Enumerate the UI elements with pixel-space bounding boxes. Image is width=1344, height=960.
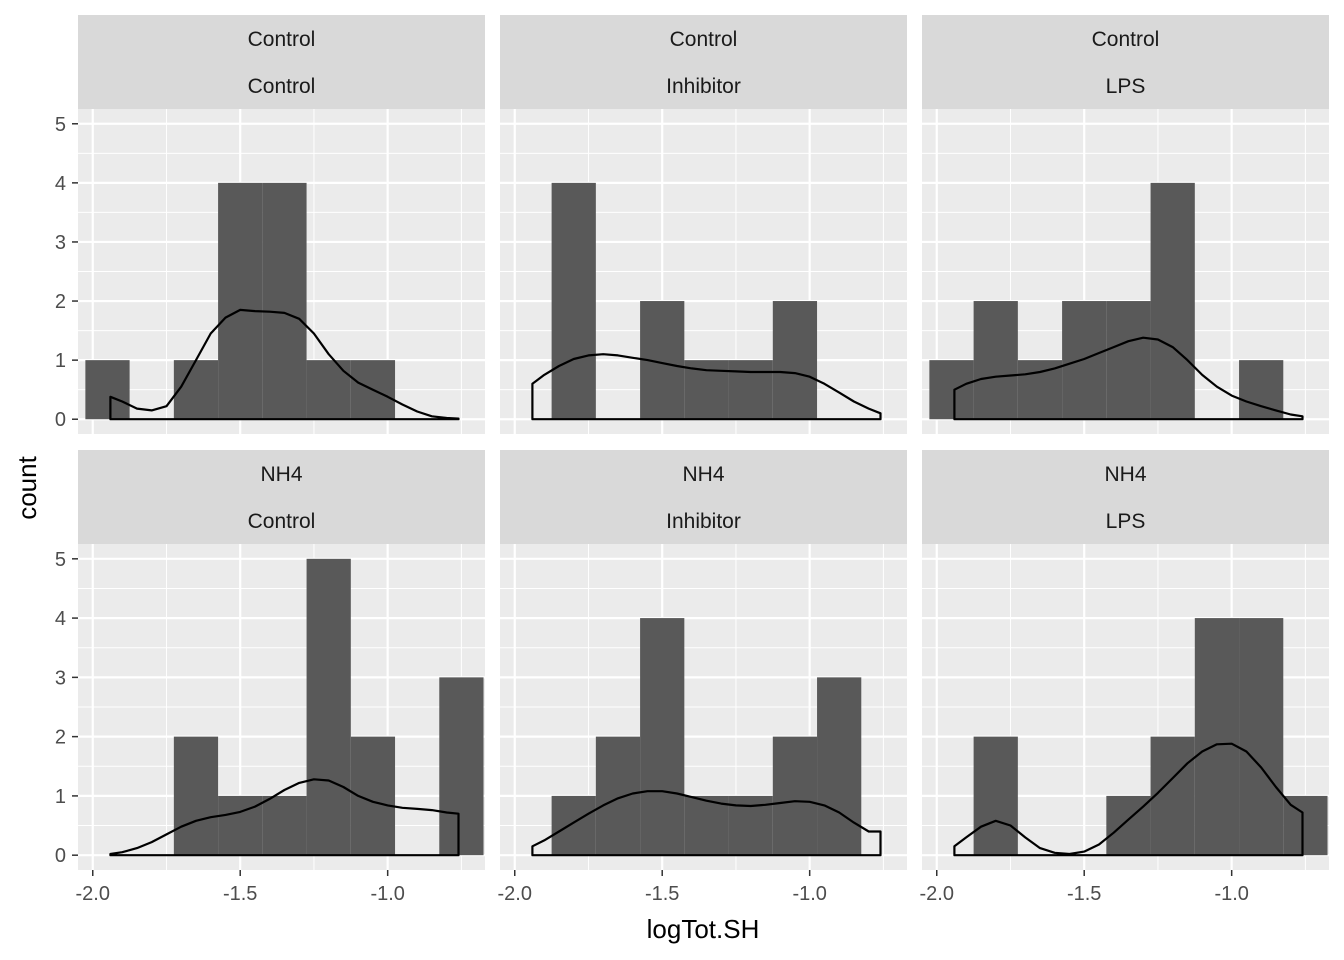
x-tick-label: -1.0	[370, 883, 404, 905]
facet-panel: Control LPS	[922, 15, 1329, 434]
y-tick-label: 2	[55, 291, 66, 313]
y-tick-label: 3	[55, 667, 66, 689]
strip-label-col-factor: LPS	[1106, 75, 1146, 98]
histogram-bar	[929, 360, 974, 420]
x-tick-label: -2.0	[498, 883, 532, 905]
y-tick-label: 5	[55, 549, 66, 571]
strip-label-col-factor: Control	[248, 75, 316, 98]
histogram-bar	[218, 182, 263, 420]
histogram-bar	[262, 182, 307, 420]
facet-panel: Control Control	[78, 15, 485, 434]
histogram-bar	[973, 736, 1018, 856]
histogram-bar	[595, 736, 641, 856]
histogram-bar	[551, 182, 596, 420]
strip-background	[500, 450, 907, 544]
y-tick-label: 0	[55, 845, 66, 867]
panels-layer: Control Control Control Inhibitor Control LPS…	[78, 15, 1329, 870]
density-curve	[109, 308, 460, 421]
facet-panel: NH4 LPS	[922, 450, 1329, 870]
histogram-bar	[973, 301, 1018, 420]
strip-label-row-factor: NH4	[260, 463, 302, 486]
histogram-bar	[85, 360, 130, 420]
density-curve	[953, 336, 1304, 421]
x-tick-label: -1.5	[1067, 883, 1101, 905]
x-axis-title: logTot.SH	[647, 914, 760, 944]
strip-label-col-factor: LPS	[1106, 510, 1146, 533]
y-tick-label: 4	[55, 608, 66, 630]
strip-background	[922, 15, 1329, 109]
histogram-bar	[817, 677, 862, 856]
axes-layer: 0 1 2 3 4 5 0 1 2 3 4 5 -2.0 -1.5 -1.0 -2.0 -1.5 -1.0 -2.0…	[55, 114, 1249, 905]
facet-panel: NH4 Control	[78, 450, 485, 870]
density-curve	[531, 353, 882, 421]
histogram-bar	[772, 301, 818, 420]
histogram-bar	[173, 736, 219, 856]
histogram-bar	[1150, 182, 1195, 420]
histogram-bar	[684, 795, 729, 856]
strip-label-row-factor: NH4	[682, 463, 724, 486]
strip-label-row-factor: Control	[248, 28, 316, 51]
histogram-bar	[218, 795, 263, 856]
x-tick-label: -1.0	[1214, 883, 1248, 905]
strip-background	[78, 450, 485, 544]
histogram-bar	[306, 558, 351, 856]
x-tick-label: -2.0	[920, 883, 954, 905]
histogram-bar	[262, 795, 307, 856]
strip-label-row-factor: Control	[1092, 28, 1160, 51]
histogram-bar	[551, 795, 596, 856]
histogram-bars	[85, 182, 396, 420]
histogram-bar	[1239, 618, 1284, 856]
strip-label-col-factor: Inhibitor	[666, 75, 741, 98]
y-tick-label: 1	[55, 350, 66, 372]
strip-label-col-factor: Inhibitor	[666, 510, 741, 533]
histogram-bar	[1194, 618, 1240, 856]
y-tick-label: 0	[55, 409, 66, 431]
y-tick-label: 2	[55, 727, 66, 749]
facet-panel: NH4 Inhibitor	[500, 450, 907, 870]
strip-label-row-factor: Control	[670, 28, 738, 51]
density-curve	[953, 742, 1304, 857]
strip-label-col-factor: Control	[248, 510, 316, 533]
histogram-bar	[1150, 736, 1195, 856]
y-axis-title: count	[12, 455, 42, 519]
histogram-bar	[772, 736, 818, 856]
y-tick-label: 3	[55, 232, 66, 254]
y-tick-label: 4	[55, 173, 66, 195]
histogram-bar	[306, 360, 351, 420]
histogram-bar	[728, 360, 773, 420]
strip-background	[500, 15, 907, 109]
x-tick-label: -1.0	[792, 883, 826, 905]
strip-background	[922, 450, 1329, 544]
density-curve	[531, 790, 882, 857]
x-tick-label: -1.5	[645, 883, 679, 905]
histogram-bar	[1017, 360, 1063, 420]
histogram-bar	[1106, 301, 1151, 420]
histogram-bar	[173, 360, 219, 420]
facet-panel: Control Inhibitor	[500, 15, 907, 434]
strip-background	[78, 15, 485, 109]
histogram-bar	[640, 618, 685, 856]
y-tick-label: 5	[55, 114, 66, 136]
histogram-bar	[439, 677, 484, 856]
strip-label-row-factor: NH4	[1104, 463, 1146, 486]
x-tick-label: -2.0	[76, 883, 110, 905]
histogram-bars	[551, 182, 818, 420]
density-curve	[109, 778, 460, 857]
histogram-bars	[929, 182, 1284, 420]
x-tick-label: -1.5	[223, 883, 257, 905]
y-tick-label: 1	[55, 786, 66, 808]
